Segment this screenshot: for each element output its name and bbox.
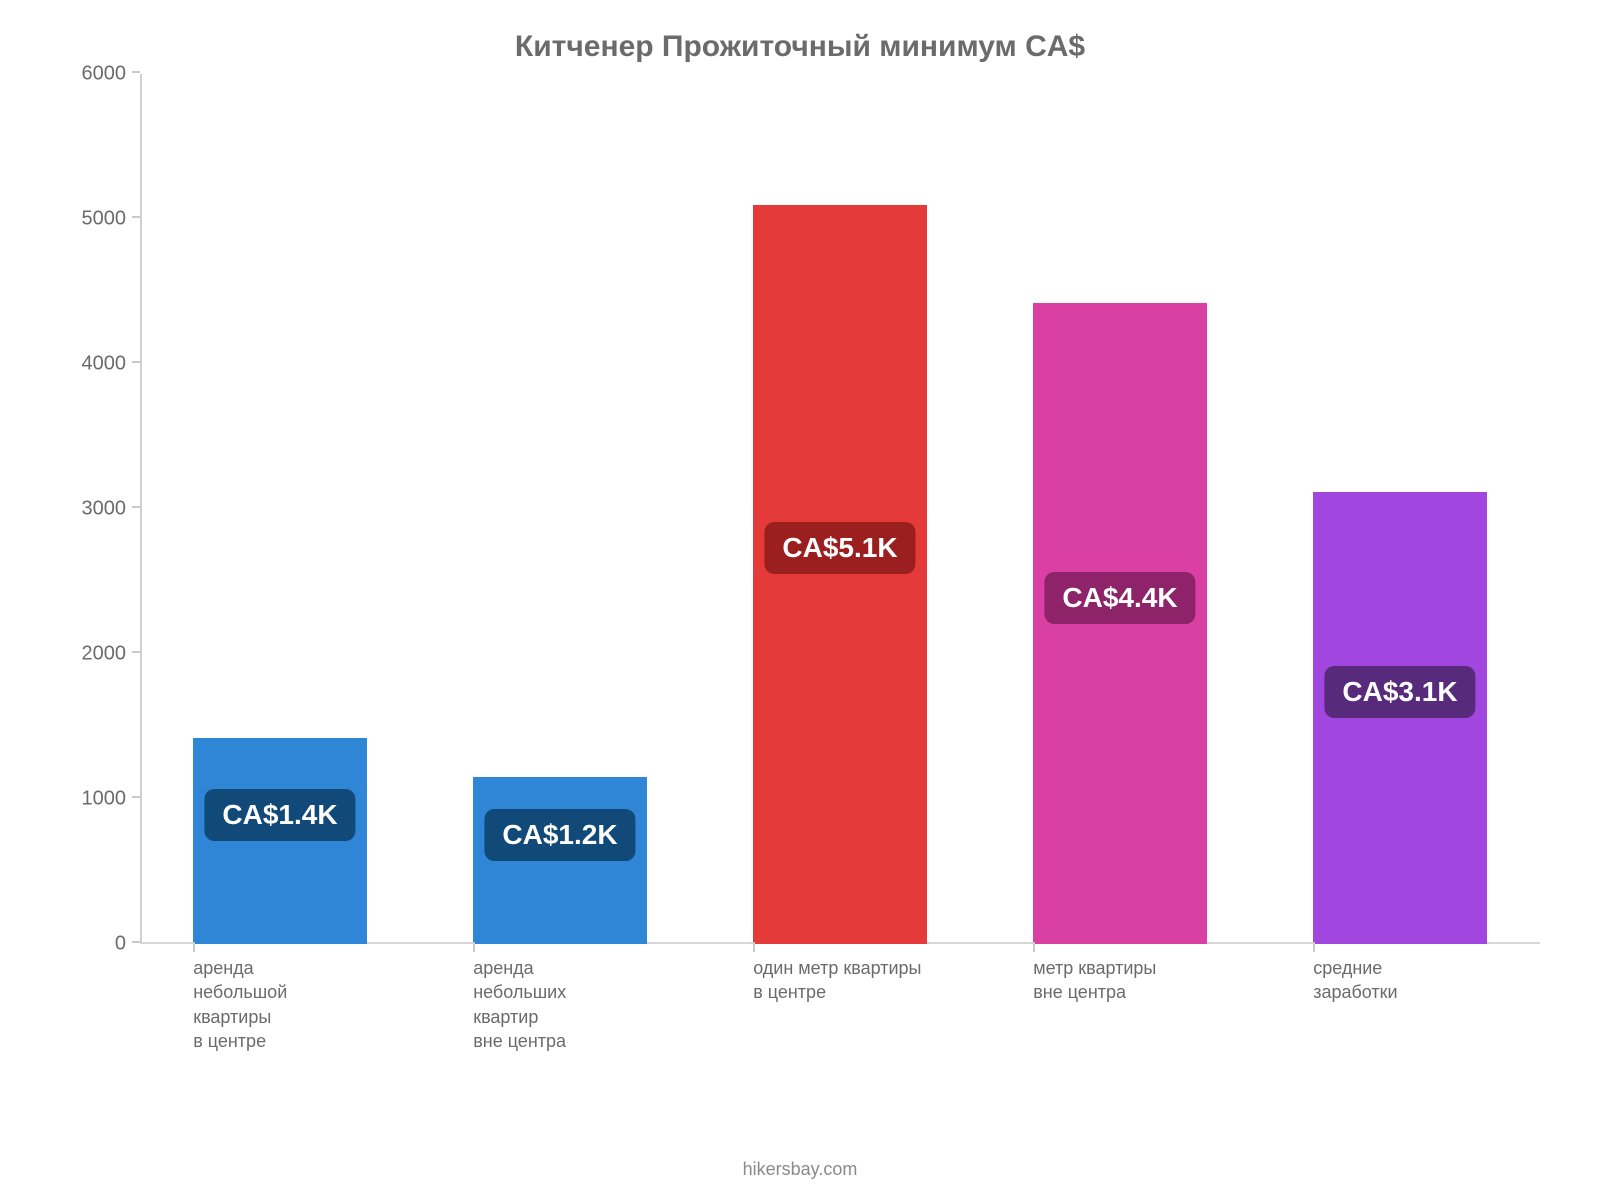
bar-slot: CA$3.1K: [1260, 74, 1540, 944]
y-tick-mark: [132, 216, 140, 218]
y-tick-label: 5000: [82, 208, 141, 231]
x-axis-labels: аренда небольшой квартиры в центреаренда…: [140, 944, 1540, 1124]
chart-source-footer: hikersbay.com: [0, 1159, 1600, 1180]
bar-slot: CA$1.2K: [420, 74, 700, 944]
x-tick-mark: [753, 942, 755, 952]
bar: CA$1.4K: [193, 738, 367, 944]
y-tick-mark: [132, 941, 140, 943]
chart-title: Китченер Прожиточный минимум CA$: [60, 30, 1540, 64]
bar-value-label: CA$1.4K: [204, 789, 355, 841]
x-axis-label: аренда небольшой квартиры в центре: [193, 956, 459, 1053]
bar: CA$4.4K: [1033, 303, 1207, 944]
y-tick-label: 4000: [82, 353, 141, 376]
x-axis-label: один метр квартиры в центре: [753, 956, 1019, 1005]
x-tick-mark: [1033, 942, 1035, 952]
y-tick-mark: [132, 796, 140, 798]
y-tick-label: 0: [115, 933, 140, 956]
y-tick-label: 3000: [82, 498, 141, 521]
x-axis-label: средние заработки: [1313, 956, 1579, 1005]
x-axis-label: аренда небольших квартир вне центра: [473, 956, 739, 1053]
y-tick-mark: [132, 651, 140, 653]
bar-value-label: CA$5.1K: [764, 522, 915, 574]
bar: CA$3.1K: [1313, 492, 1487, 944]
y-tick-label: 1000: [82, 788, 141, 811]
y-tick-mark: [132, 71, 140, 73]
y-tick-mark: [132, 506, 140, 508]
bar-slot: CA$1.4K: [140, 74, 420, 944]
x-tick-mark: [473, 942, 475, 952]
bar-value-label: CA$3.1K: [1324, 666, 1475, 718]
bar: CA$1.2K: [473, 777, 647, 944]
x-tick-mark: [1313, 942, 1315, 952]
bar: CA$5.1K: [753, 205, 927, 945]
bar-value-label: CA$1.2K: [484, 809, 635, 861]
bar-value-label: CA$4.4K: [1044, 572, 1195, 624]
plot-area: CA$1.4KCA$1.2KCA$5.1KCA$4.4KCA$3.1K 0100…: [140, 74, 1540, 944]
cost-of-living-chart: Китченер Прожиточный минимум CA$ CA$1.4K…: [0, 0, 1600, 1200]
bar-slot: CA$5.1K: [700, 74, 980, 944]
bars-container: CA$1.4K CA$1.2K CA$5.1K CA$4.4K CA$3.1K: [140, 74, 1540, 944]
y-tick-mark: [132, 361, 140, 363]
y-tick-label: 2000: [82, 643, 141, 666]
x-axis-label: метр квартиры вне центра: [1033, 956, 1299, 1005]
y-tick-label: 6000: [82, 63, 141, 86]
x-tick-mark: [193, 942, 195, 952]
bar-slot: CA$4.4K: [980, 74, 1260, 944]
